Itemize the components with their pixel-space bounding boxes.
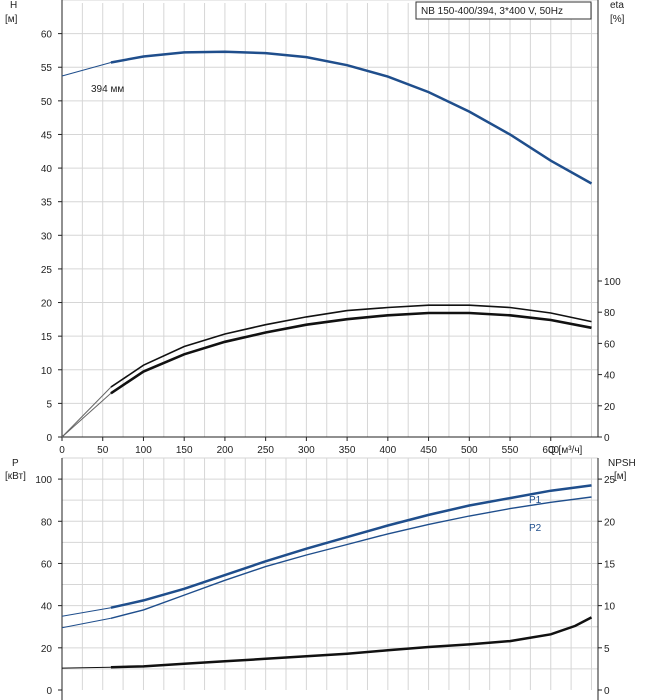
q-tick-label: 200	[217, 445, 234, 456]
npsh-tick-label: 0	[604, 686, 610, 697]
q-tick-label: 50	[97, 445, 109, 456]
p-axis-label: P	[12, 458, 19, 469]
p-tick-label: 60	[41, 559, 53, 570]
p-axis-unit: [кВт]	[5, 471, 26, 482]
h-tick-label: 15	[41, 332, 53, 343]
eta-tick-label: 80	[604, 308, 616, 319]
npsh-curve	[110, 616, 593, 669]
npsh-tick-label: 5	[604, 644, 610, 655]
h-tick-label: 35	[41, 198, 53, 209]
head-curve	[110, 50, 593, 185]
q-tick-label: 250	[257, 445, 274, 456]
q-tick-label: 0	[59, 445, 65, 456]
h-axis-label: H	[10, 0, 17, 11]
h-axis-unit: [м]	[5, 14, 18, 25]
p-tick-label: 20	[41, 644, 53, 655]
head-curve-extension	[61, 62, 112, 77]
eta-tick-label: 100	[604, 277, 621, 288]
efficiency-curve-2	[110, 311, 592, 395]
q-tick-label: 550	[502, 445, 519, 456]
q-tick-label: 100	[135, 445, 152, 456]
p2-curve	[110, 496, 592, 619]
q-tick-label: 350	[339, 445, 356, 456]
npsh-curve-extension	[61, 666, 111, 669]
p-tick-label: 80	[41, 517, 53, 528]
h-tick-label: 45	[41, 130, 53, 141]
p2-curve-extension	[61, 617, 111, 629]
efficiency-curve-1-extension	[61, 386, 112, 438]
npsh-tick-label: 10	[604, 602, 616, 613]
npsh-axis-label: NPSH	[608, 458, 636, 469]
top-series-layer	[61, 50, 593, 438]
h-tick-label: 50	[41, 97, 53, 108]
bottom-grid: 0 20 40 60 80 100 0 5 10 15 20 25	[35, 457, 616, 700]
p-tick-label: 40	[41, 602, 53, 613]
impeller-diameter-label: 394 мм	[91, 84, 124, 95]
chart-title: NB 150-400/394, 3*400 V, 50Hz	[421, 6, 563, 17]
eta-axis-unit: [%]	[610, 14, 625, 25]
h-tick-label: 30	[41, 231, 53, 242]
eta-tick-label: 40	[604, 371, 616, 382]
p1-curve	[110, 484, 592, 609]
p1-label: P1	[529, 495, 542, 506]
eta-tick-label: 60	[604, 339, 616, 350]
h-tick-label: 55	[41, 63, 53, 74]
p2-label: P2	[529, 523, 542, 534]
q-axis-label: Q [м³/ч]	[548, 445, 583, 456]
h-tick-label: 25	[41, 265, 53, 276]
efficiency-curve-2-extension	[61, 392, 112, 438]
eta-axis-label: eta	[610, 0, 624, 11]
npsh-axis-unit: [м]	[614, 471, 627, 482]
h-tick-label: 10	[41, 366, 53, 377]
q-tick-label: 450	[420, 445, 437, 456]
npsh-tick-label: 15	[604, 559, 616, 570]
q-tick-label: 500	[461, 445, 478, 456]
npsh-tick-label: 25	[604, 475, 616, 486]
h-tick-label: 20	[41, 299, 53, 310]
q-tick-label: 150	[176, 445, 193, 456]
h-tick-label: 0	[46, 433, 52, 444]
h-tick-label: 60	[41, 30, 53, 41]
p-tick-label: 0	[46, 686, 52, 697]
q-tick-label: 300	[298, 445, 315, 456]
q-tick-label: 400	[379, 445, 396, 456]
efficiency-curve-1	[110, 304, 592, 388]
npsh-tick-label: 20	[604, 517, 616, 528]
h-tick-label: 5	[46, 399, 52, 410]
title-box	[415, 1, 592, 20]
p1-curve-extension	[61, 607, 111, 617]
h-tick-label: 40	[41, 164, 53, 175]
p-tick-label: 100	[35, 475, 52, 486]
eta-tick-label: 0	[604, 433, 610, 444]
eta-tick-label: 20	[604, 402, 616, 413]
q-tick-label: 600	[542, 445, 559, 456]
bottom-series-layer	[61, 484, 593, 669]
